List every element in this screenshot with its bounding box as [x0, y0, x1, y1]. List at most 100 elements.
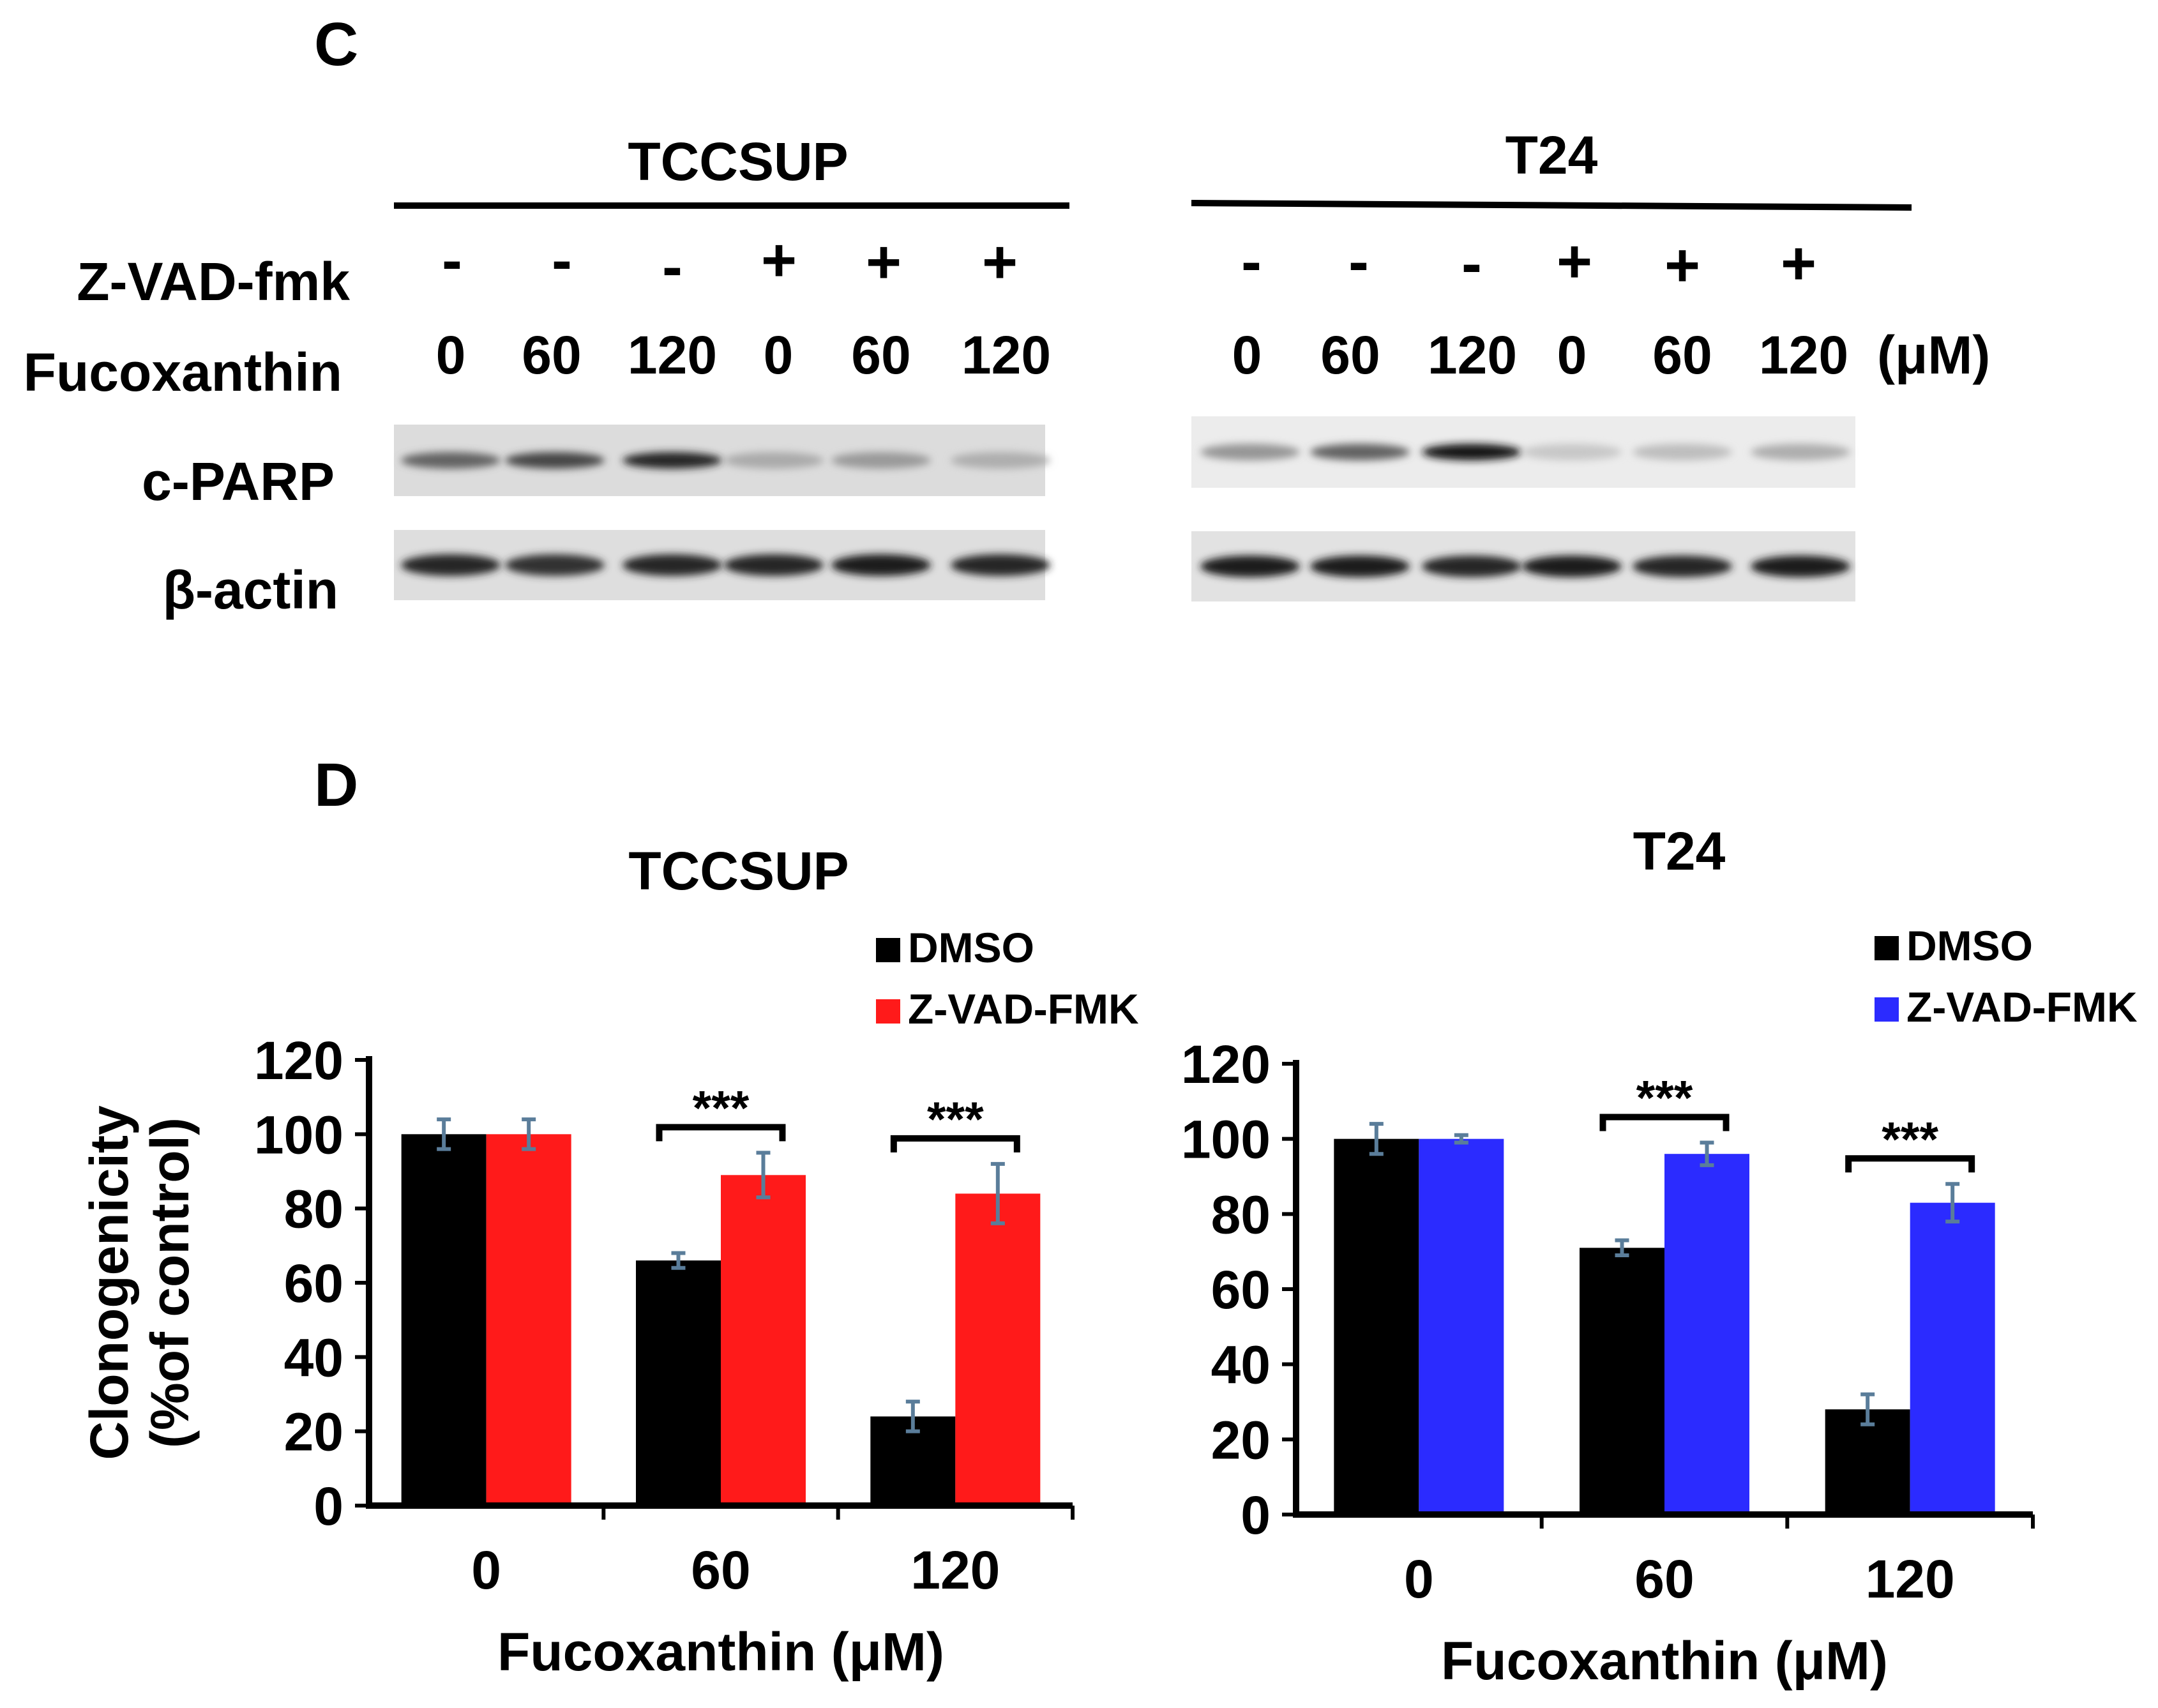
dose-label: 60 [851, 325, 910, 385]
bar-zvad [721, 1175, 806, 1506]
bar-zvad [1419, 1138, 1504, 1515]
dose-label: 60 [1320, 325, 1380, 385]
y-tick-label: 60 [1211, 1260, 1271, 1320]
significance-label: *** [1636, 1071, 1693, 1126]
cparp-band [831, 452, 931, 469]
legend-label: DMSO [908, 924, 1034, 971]
dose-label: 60 [522, 325, 581, 385]
cparp-band [401, 452, 501, 469]
cparp-band [622, 452, 722, 469]
zvad-sign: - [1241, 227, 1262, 296]
unit-label: (μM) [1877, 325, 1990, 385]
significance-bracket [890, 1135, 1020, 1153]
cparp-band [1422, 444, 1521, 460]
x-tick-label: 120 [1866, 1549, 1955, 1609]
row-label-actin: β-actin [163, 560, 338, 620]
error-bar [522, 1117, 536, 1151]
blot-title-underline-t24 [1191, 200, 1912, 211]
cparp-band [1200, 444, 1300, 460]
zvad-sign: + [1664, 231, 1700, 299]
bar-dmso [1580, 1248, 1664, 1515]
blot-tccsup-lane-labels: - - - + + + 0 60 120 0 60 120 [436, 226, 1051, 385]
actin-band [951, 554, 1050, 576]
y-tick-label: 100 [254, 1105, 343, 1165]
zvad-sign: - [662, 232, 683, 301]
actin-band [1310, 555, 1410, 577]
y-tick-label: 0 [313, 1476, 343, 1536]
y-tick-label: 80 [284, 1179, 343, 1239]
y-axis-label: Clonogenicity [79, 1105, 139, 1460]
significance-label: *** [927, 1092, 984, 1147]
cparp-band [505, 452, 605, 469]
panel-d-label: D [314, 751, 358, 819]
dose-label: 0 [764, 325, 794, 385]
bar-dmso [401, 1134, 487, 1506]
x-axis-label: Fucoxanthin (μM) [1441, 1631, 1888, 1691]
bar-dmso [1334, 1138, 1419, 1515]
actin-band [1422, 555, 1521, 577]
y-axis-label-line2: (%of control) [140, 1117, 200, 1448]
dose-label: 120 [628, 325, 717, 385]
zvad-sign: + [1781, 229, 1816, 298]
cparp-band [1310, 444, 1410, 460]
significance-label: *** [693, 1081, 750, 1135]
actin-band [831, 554, 931, 576]
y-tick-label: 20 [284, 1402, 343, 1462]
significance-bracket [656, 1124, 786, 1142]
legend-label: DMSO [1906, 922, 2033, 969]
bar-zvad [1664, 1154, 1749, 1515]
dose-label: 0 [1232, 325, 1262, 385]
dose-label: 0 [436, 325, 466, 385]
zvad-sign: + [982, 228, 1018, 296]
legend-label: Z-VAD-FMK [1906, 983, 2138, 1031]
x-tick-label: 120 [910, 1540, 1000, 1600]
dose-label: 120 [1759, 325, 1848, 385]
cparp-band [1751, 444, 1850, 460]
error-bar [990, 1161, 1005, 1225]
y-tick-label: 80 [1211, 1184, 1271, 1244]
x-tick-label: 60 [691, 1540, 750, 1600]
bar-dmso [1825, 1409, 1910, 1515]
actin-band [505, 554, 605, 576]
y-tick-label: 120 [254, 1031, 343, 1091]
significance-bracket [1599, 1114, 1730, 1131]
significance-bracket [1845, 1155, 1975, 1173]
legend-label: Z-VAD-FMK [908, 985, 1139, 1032]
dose-label: 120 [1428, 325, 1517, 385]
zvad-sign: + [1557, 227, 1592, 296]
significance-label: *** [1882, 1112, 1938, 1167]
zvad-sign: + [866, 228, 902, 296]
actin-band [401, 554, 501, 576]
western-blots [394, 416, 1855, 601]
x-tick-label: 0 [1404, 1549, 1434, 1609]
chart-t24: T24 0 *** 60 *** 120 0 20 40 60 80 100 120 Fucoxanthi… [1181, 821, 2138, 1691]
blot-title-t24: T24 [1505, 125, 1598, 185]
y-tick-label: 20 [1211, 1410, 1271, 1470]
actin-band [1633, 555, 1732, 577]
x-tick-label: 0 [471, 1540, 501, 1600]
legend-swatch [876, 999, 900, 1024]
error-bar [756, 1151, 771, 1200]
zvad-sign: - [1461, 229, 1482, 298]
row-label-fucoxanthin: Fucoxanthin [24, 342, 342, 402]
cparp-band [951, 452, 1050, 469]
error-bar [1700, 1140, 1714, 1167]
panel-c-label: C [314, 10, 358, 79]
error-bar [1454, 1133, 1468, 1145]
error-bar [1615, 1238, 1629, 1258]
legend-swatch [876, 938, 900, 962]
error-bar [437, 1117, 451, 1151]
bar-dmso [636, 1260, 721, 1506]
cparp-band [1633, 444, 1732, 460]
cparp-band [724, 452, 824, 469]
blot-title-tccsup: TCCSUP [628, 132, 848, 192]
dose-label: 0 [1557, 325, 1587, 385]
error-bar [671, 1251, 686, 1270]
y-tick-label: 40 [284, 1327, 343, 1387]
actin-band [1522, 555, 1622, 577]
bar-zvad [1910, 1202, 1995, 1515]
actin-band [724, 554, 824, 576]
chart-tccsup: TCCSUP 0 *** 60 *** 120 0 20 40 60 80 100 120 Fucoxan… [79, 841, 1139, 1682]
legend-swatch [1875, 936, 1899, 960]
dose-label: 120 [962, 325, 1051, 385]
